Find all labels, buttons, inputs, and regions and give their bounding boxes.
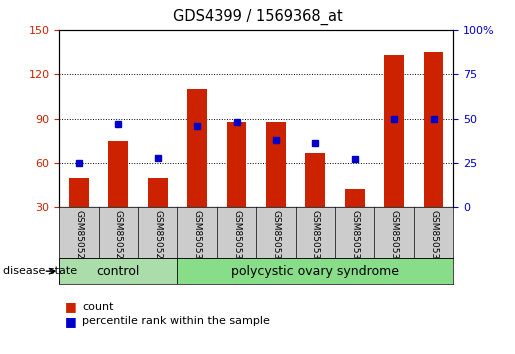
Text: ■: ■ [64,315,76,327]
Text: GSM850531: GSM850531 [232,210,241,265]
Text: disease state: disease state [3,266,77,276]
Text: GSM850535: GSM850535 [390,210,399,265]
Bar [227,121,246,207]
Bar [148,178,167,207]
Bar [345,189,365,207]
Text: GSM850534: GSM850534 [350,210,359,264]
Bar [109,141,128,207]
Bar [59,258,177,284]
Bar [266,121,286,207]
Text: GSM850532: GSM850532 [271,210,280,264]
Text: percentile rank within the sample: percentile rank within the sample [82,316,270,326]
Bar [177,258,453,284]
Text: GSM850536: GSM850536 [429,210,438,265]
Text: control: control [97,265,140,278]
Bar [187,89,207,207]
Bar [305,153,325,207]
Bar [384,55,404,207]
Text: GSM850527: GSM850527 [75,210,83,264]
Text: count: count [82,302,114,312]
Bar [424,52,443,207]
Text: GSM850533: GSM850533 [311,210,320,265]
Text: polycystic ovary syndrome: polycystic ovary syndrome [231,265,399,278]
Bar [69,178,89,207]
Text: GSM850529: GSM850529 [153,210,162,264]
Text: GDS4399 / 1569368_at: GDS4399 / 1569368_at [173,9,342,25]
Text: ■: ■ [64,301,76,313]
Text: GSM850530: GSM850530 [193,210,201,265]
Text: GSM850528: GSM850528 [114,210,123,264]
